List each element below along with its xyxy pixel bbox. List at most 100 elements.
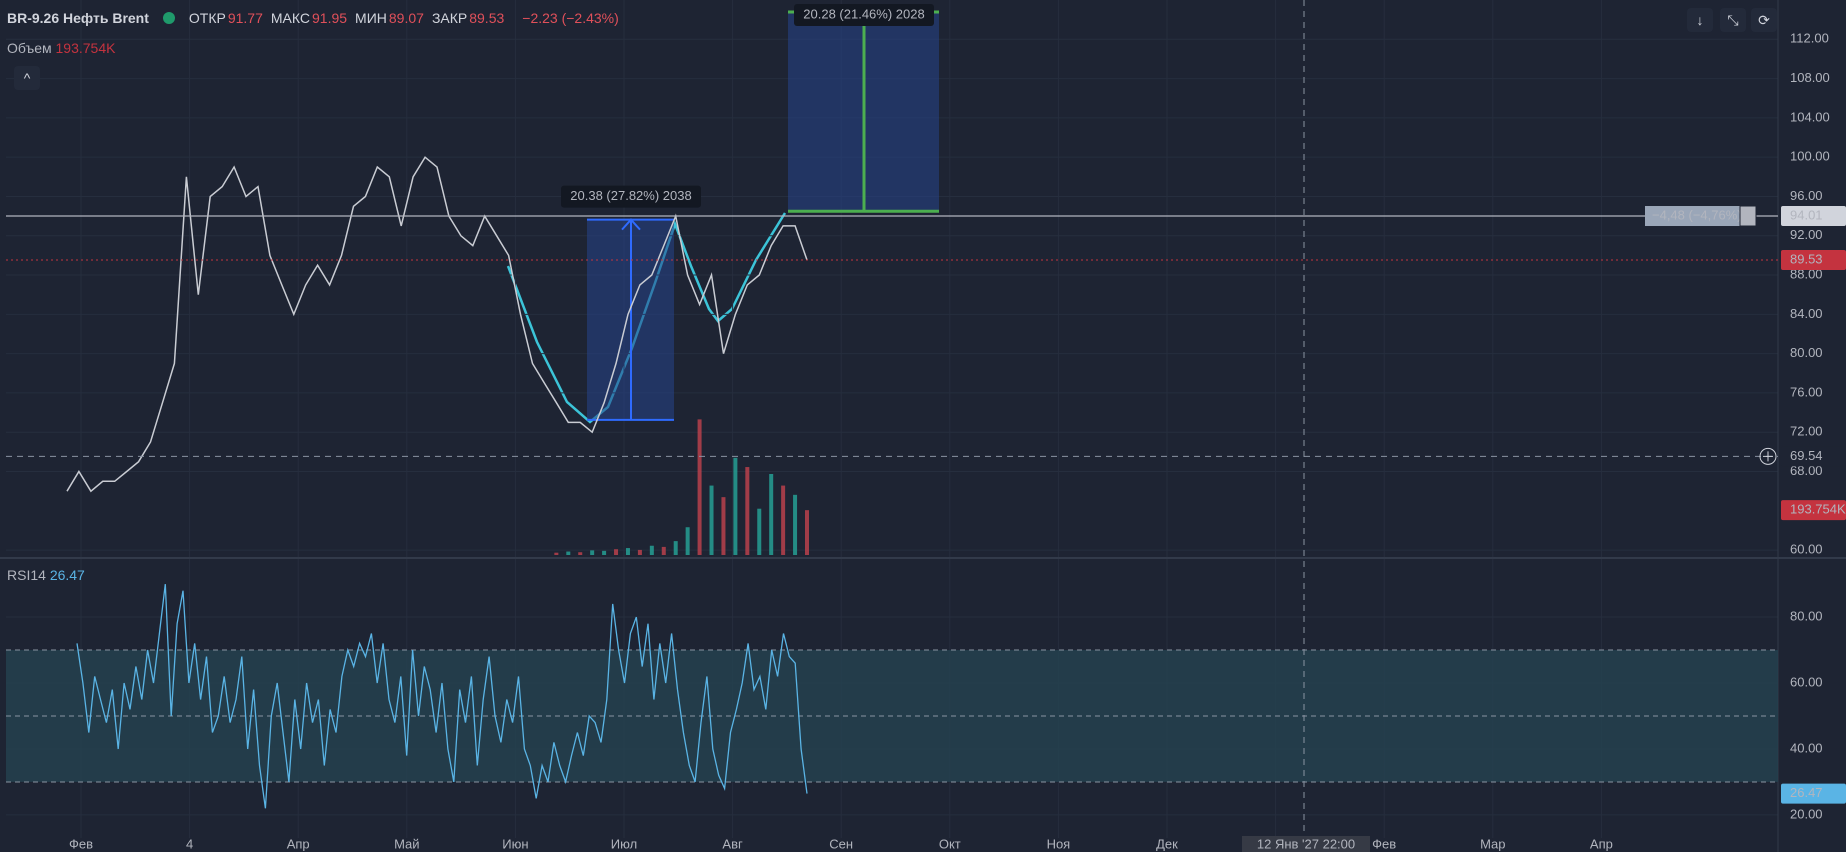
y-tick-label: 20.00 [1790, 806, 1823, 821]
volume-value: 193.754K [55, 40, 116, 56]
reset-button[interactable]: ⟳ [1751, 8, 1777, 32]
volume-bar [661, 546, 666, 555]
rsi-badge: 26.47 [1790, 785, 1823, 800]
volume-bar [769, 474, 774, 555]
x-tick-label: Дек [1156, 836, 1178, 851]
volume-label: Объем [7, 40, 52, 56]
volume-badge: 193.754K [1790, 502, 1846, 517]
field-label: МИН [355, 10, 387, 26]
label-bg [561, 185, 701, 208]
volume-bar [614, 549, 619, 555]
label-bg [794, 4, 934, 26]
measure-label: −4,48 (−4,76%) [1652, 207, 1742, 222]
ohlc: ОТКР 91.77 МАКС 91.95 МИН 89.07 ЗАКР 89.53 [189, 10, 510, 26]
x-tick-label: Сен [829, 836, 853, 851]
rsi-legend: RSI14 26.47 [7, 567, 85, 583]
rsi-badge-bg [1781, 783, 1846, 804]
y-tick-label: 76.00 [1790, 384, 1823, 399]
y-tick-label: 108.00 [1790, 70, 1830, 85]
y-tick-label: 80.00 [1790, 345, 1823, 360]
down-button[interactable]: ↓ [1687, 8, 1713, 32]
collapse-button[interactable]: ^ [14, 66, 40, 90]
y-tick-label: 92.00 [1790, 227, 1823, 242]
x-tick-label: Апр [287, 836, 310, 851]
arrow-head [621, 218, 641, 231]
volume-bar [697, 419, 702, 555]
y-tick-label: 60.00 [1790, 674, 1823, 689]
y-tick-label: 112.00 [1790, 31, 1829, 46]
x-tick-label: Июн [502, 836, 528, 851]
x-tick-label: Ноя [1047, 836, 1071, 851]
volume-bar [673, 541, 678, 555]
y-tick-label: 100.00 [1790, 149, 1830, 164]
x-tick-label: Окт [939, 836, 961, 851]
volume-badge-bg [1781, 500, 1846, 521]
volume-bar [578, 552, 583, 555]
field-label: ОТКР [188, 10, 226, 26]
y-tick-label: 40.00 [1790, 740, 1823, 755]
y-tick-label: 80.00 [1790, 608, 1823, 623]
volume-bar [757, 508, 762, 555]
price-badge: 89.53 [1790, 251, 1823, 266]
change: −2.23 (−2.43%) [522, 10, 619, 26]
y-tick-label: 96.00 [1790, 188, 1823, 203]
field-value: 91.77 [227, 10, 263, 26]
field-value: 89.53 [469, 10, 505, 26]
x-tick-label: Май [394, 836, 419, 851]
volume-bar [602, 550, 607, 555]
x-tick-label: Апр [1590, 836, 1613, 851]
status-dot [162, 12, 175, 24]
x-tick-label: 4 [186, 836, 193, 851]
volume-bar [793, 494, 798, 555]
y-tick-label: 68.00 [1790, 463, 1823, 478]
x-tick-label: Июл [611, 836, 637, 851]
symbol: BR-9.26 Нефть Brent [7, 10, 149, 26]
volume-bar [649, 545, 654, 555]
volume-bar [733, 457, 738, 555]
price-badge: 94.01 [1790, 207, 1823, 222]
crosshair-badge: 69.54 [1790, 448, 1823, 463]
price-badge-bg [1781, 206, 1846, 227]
crosshair-badge-bg [1781, 446, 1846, 467]
volume-bar [805, 510, 809, 555]
y-tick-label: 72.00 [1790, 424, 1823, 439]
y-tick-label: 84.00 [1790, 306, 1823, 321]
add-button[interactable] [1759, 447, 1777, 465]
rsi-line [76, 584, 808, 809]
rsi-value: 26.47 [49, 567, 85, 583]
field-value: 89.07 [388, 10, 424, 26]
field-label: ЗАКР [431, 10, 468, 26]
label-bg [1645, 206, 1756, 227]
volume-bar [745, 467, 750, 555]
volume-bar [637, 549, 642, 555]
volume-bar [709, 485, 714, 555]
y-tick-label: 104.00 [1790, 109, 1830, 124]
price-badge-bg [1781, 250, 1846, 271]
volume-bar [721, 497, 726, 555]
x-tick-label: Фев [1372, 836, 1396, 851]
volume-bar [590, 550, 595, 555]
header: BR-9.26 Нефть Brent ОТКР 91.77 МАКС 91.95 МИ… [7, 10, 619, 26]
x-tick-label: Мар [1480, 836, 1505, 851]
rsi-label: RSI14 [7, 567, 46, 583]
y-tick-label: 88.00 [1790, 266, 1823, 281]
volume-bar [685, 527, 690, 555]
field-label: МАКС [270, 10, 310, 26]
label-bg [1739, 205, 1757, 227]
volume-bar [781, 485, 786, 555]
measure-label: 20.38 (27.82%) 2038 [570, 188, 691, 203]
field-value: 91.95 [312, 10, 348, 26]
x-tick-label: Авг [722, 836, 743, 851]
add-icon [1763, 451, 1773, 462]
crosshair-time: 12 Янв '27 22:00 [1257, 836, 1355, 851]
crosshair-time-bg [1242, 836, 1370, 852]
volume-legend: Объем 193.754K [7, 40, 115, 56]
measure-label: 20.28 (21.46%) 2028 [803, 6, 924, 21]
fullscreen-button[interactable]: ⤡ [1720, 8, 1746, 32]
x-tick-label: Фев [69, 836, 93, 851]
y-tick-label: 60.00 [1790, 542, 1823, 557]
volume-bar [554, 552, 559, 555]
